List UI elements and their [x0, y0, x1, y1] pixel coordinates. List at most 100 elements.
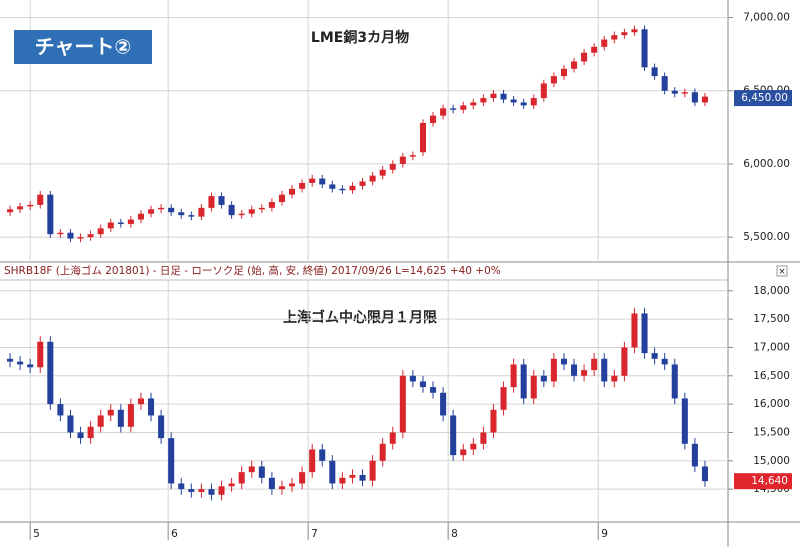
- candle-body: [440, 392, 447, 416]
- badge-box: [14, 30, 152, 64]
- candle-body: [168, 438, 175, 484]
- candle-body: [319, 449, 326, 461]
- candle-body: [490, 93, 497, 99]
- y-tick-label: 16,000: [753, 398, 790, 410]
- candle-body: [671, 364, 678, 399]
- candle-body: [550, 76, 557, 84]
- x-tick-label: 8: [451, 528, 458, 540]
- candle-body: [299, 472, 306, 484]
- candle-body: [148, 209, 155, 214]
- candle-body: [238, 213, 245, 216]
- candle-body: [117, 222, 124, 224]
- candle-body: [581, 52, 588, 62]
- candle-body: [258, 207, 265, 210]
- candle-body: [339, 477, 346, 484]
- candle-body: [47, 341, 54, 405]
- candle-body: [218, 196, 225, 205]
- candle-body: [47, 194, 54, 235]
- candle-body: [258, 466, 265, 478]
- candle-body: [661, 76, 668, 91]
- candle-body: [399, 375, 406, 433]
- candle-body: [329, 460, 336, 484]
- candle-body: [621, 32, 628, 36]
- candle-body: [329, 184, 336, 189]
- candle-body: [7, 209, 14, 213]
- candle-body: [137, 398, 144, 405]
- candle-body: [681, 92, 688, 94]
- candle-body: [168, 207, 175, 213]
- candle-body: [278, 486, 285, 490]
- candle-body: [631, 313, 638, 348]
- candle-body: [460, 105, 467, 110]
- last-price-label: 14,640: [751, 475, 788, 487]
- candle-body: [601, 39, 608, 47]
- candle-body: [339, 188, 346, 191]
- candle-body: [409, 155, 416, 157]
- candle-body: [691, 92, 698, 103]
- candle-body: [681, 398, 688, 444]
- candle-body: [57, 232, 64, 235]
- candle-body: [591, 358, 598, 371]
- candle-body: [359, 181, 366, 186]
- close-icon[interactable]: ×: [778, 267, 786, 277]
- x-tick-label: 9: [601, 528, 608, 540]
- candle-body: [510, 364, 517, 388]
- candle-body: [37, 341, 44, 368]
- y-tick-label: 5,500.00: [743, 231, 790, 243]
- candle-body: [97, 228, 104, 235]
- y-tick-label: 6,000.00: [743, 158, 790, 170]
- candle-body: [389, 432, 396, 444]
- candle-body: [520, 364, 527, 399]
- y-tick-label: 7,000.00: [743, 12, 790, 24]
- candle-body: [460, 449, 467, 456]
- candle-body: [67, 415, 74, 433]
- candle-body: [490, 409, 497, 433]
- last-price-label: 6,450.00: [741, 92, 788, 104]
- candle-body: [198, 207, 205, 217]
- candle-body: [450, 415, 457, 456]
- candle-body: [178, 212, 185, 216]
- candle-body: [57, 404, 64, 416]
- candle-body: [601, 358, 608, 382]
- candle-body: [228, 483, 235, 487]
- x-tick-label: 6: [171, 528, 178, 540]
- candle-body: [571, 61, 578, 69]
- candle-body: [248, 209, 255, 214]
- candle-body: [631, 29, 638, 33]
- candle-body: [480, 98, 487, 103]
- candle-body: [621, 347, 628, 376]
- info-line: SHRB18F (上海ゴム 201801) - 日足 - ローソク足 (始, 高…: [4, 264, 501, 277]
- candle-body: [611, 35, 618, 40]
- candle-body: [268, 201, 275, 208]
- candle-body: [208, 489, 215, 495]
- candle-body: [399, 156, 406, 164]
- candle-body: [651, 353, 658, 359]
- candle-body: [218, 486, 225, 495]
- candle-body: [289, 483, 296, 487]
- badge: チャート②: [35, 35, 132, 59]
- candle-body: [379, 443, 386, 461]
- candle-body: [238, 472, 245, 484]
- candle-body: [540, 83, 547, 99]
- last-price-box: [734, 90, 792, 107]
- candle-body: [87, 234, 94, 238]
- candle-body: [560, 68, 567, 77]
- candle-body: [661, 358, 668, 365]
- candle-body: [349, 474, 356, 478]
- x-tick-label: 5: [33, 528, 40, 540]
- candle-body: [369, 460, 376, 481]
- candle-body: [500, 93, 507, 100]
- candle-body: [359, 474, 366, 481]
- close-button[interactable]: [776, 265, 788, 277]
- candle-body: [409, 375, 416, 382]
- candle-body: [97, 415, 104, 427]
- candle-body: [37, 194, 44, 205]
- candle-body: [430, 115, 437, 123]
- candle-body: [7, 358, 14, 362]
- candle-body: [299, 182, 306, 189]
- candle-body: [470, 443, 477, 450]
- candle-body: [530, 98, 537, 106]
- candle-body: [158, 207, 165, 210]
- candle-body: [27, 364, 34, 368]
